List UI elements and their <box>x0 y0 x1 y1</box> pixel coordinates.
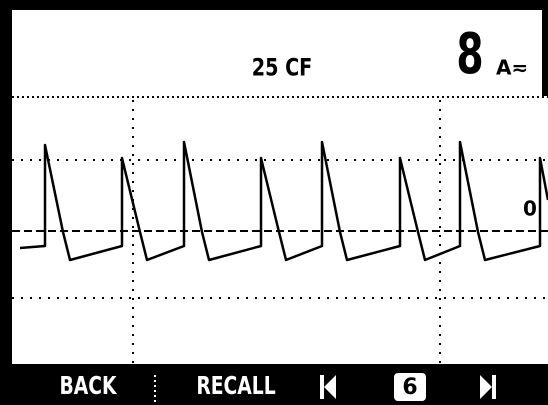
recall-button[interactable]: RECALL <box>196 371 275 400</box>
icon-bar <box>492 375 496 399</box>
icon-bar <box>320 375 324 399</box>
reading-digit: 8 <box>456 22 483 87</box>
zero-label: 0 <box>523 197 537 221</box>
back-button[interactable]: BACK <box>59 371 117 400</box>
unit-label: A≂ <box>496 56 528 80</box>
page-number[interactable]: 6 <box>402 375 417 400</box>
page: {"header": {"reading": "25 CF", "digit":… <box>0 0 548 405</box>
meter-screen: 25 CF 8 A≂ 0 BACK RECALL 6 <box>0 0 548 405</box>
measurement-reading: 25 CF <box>252 55 313 83</box>
